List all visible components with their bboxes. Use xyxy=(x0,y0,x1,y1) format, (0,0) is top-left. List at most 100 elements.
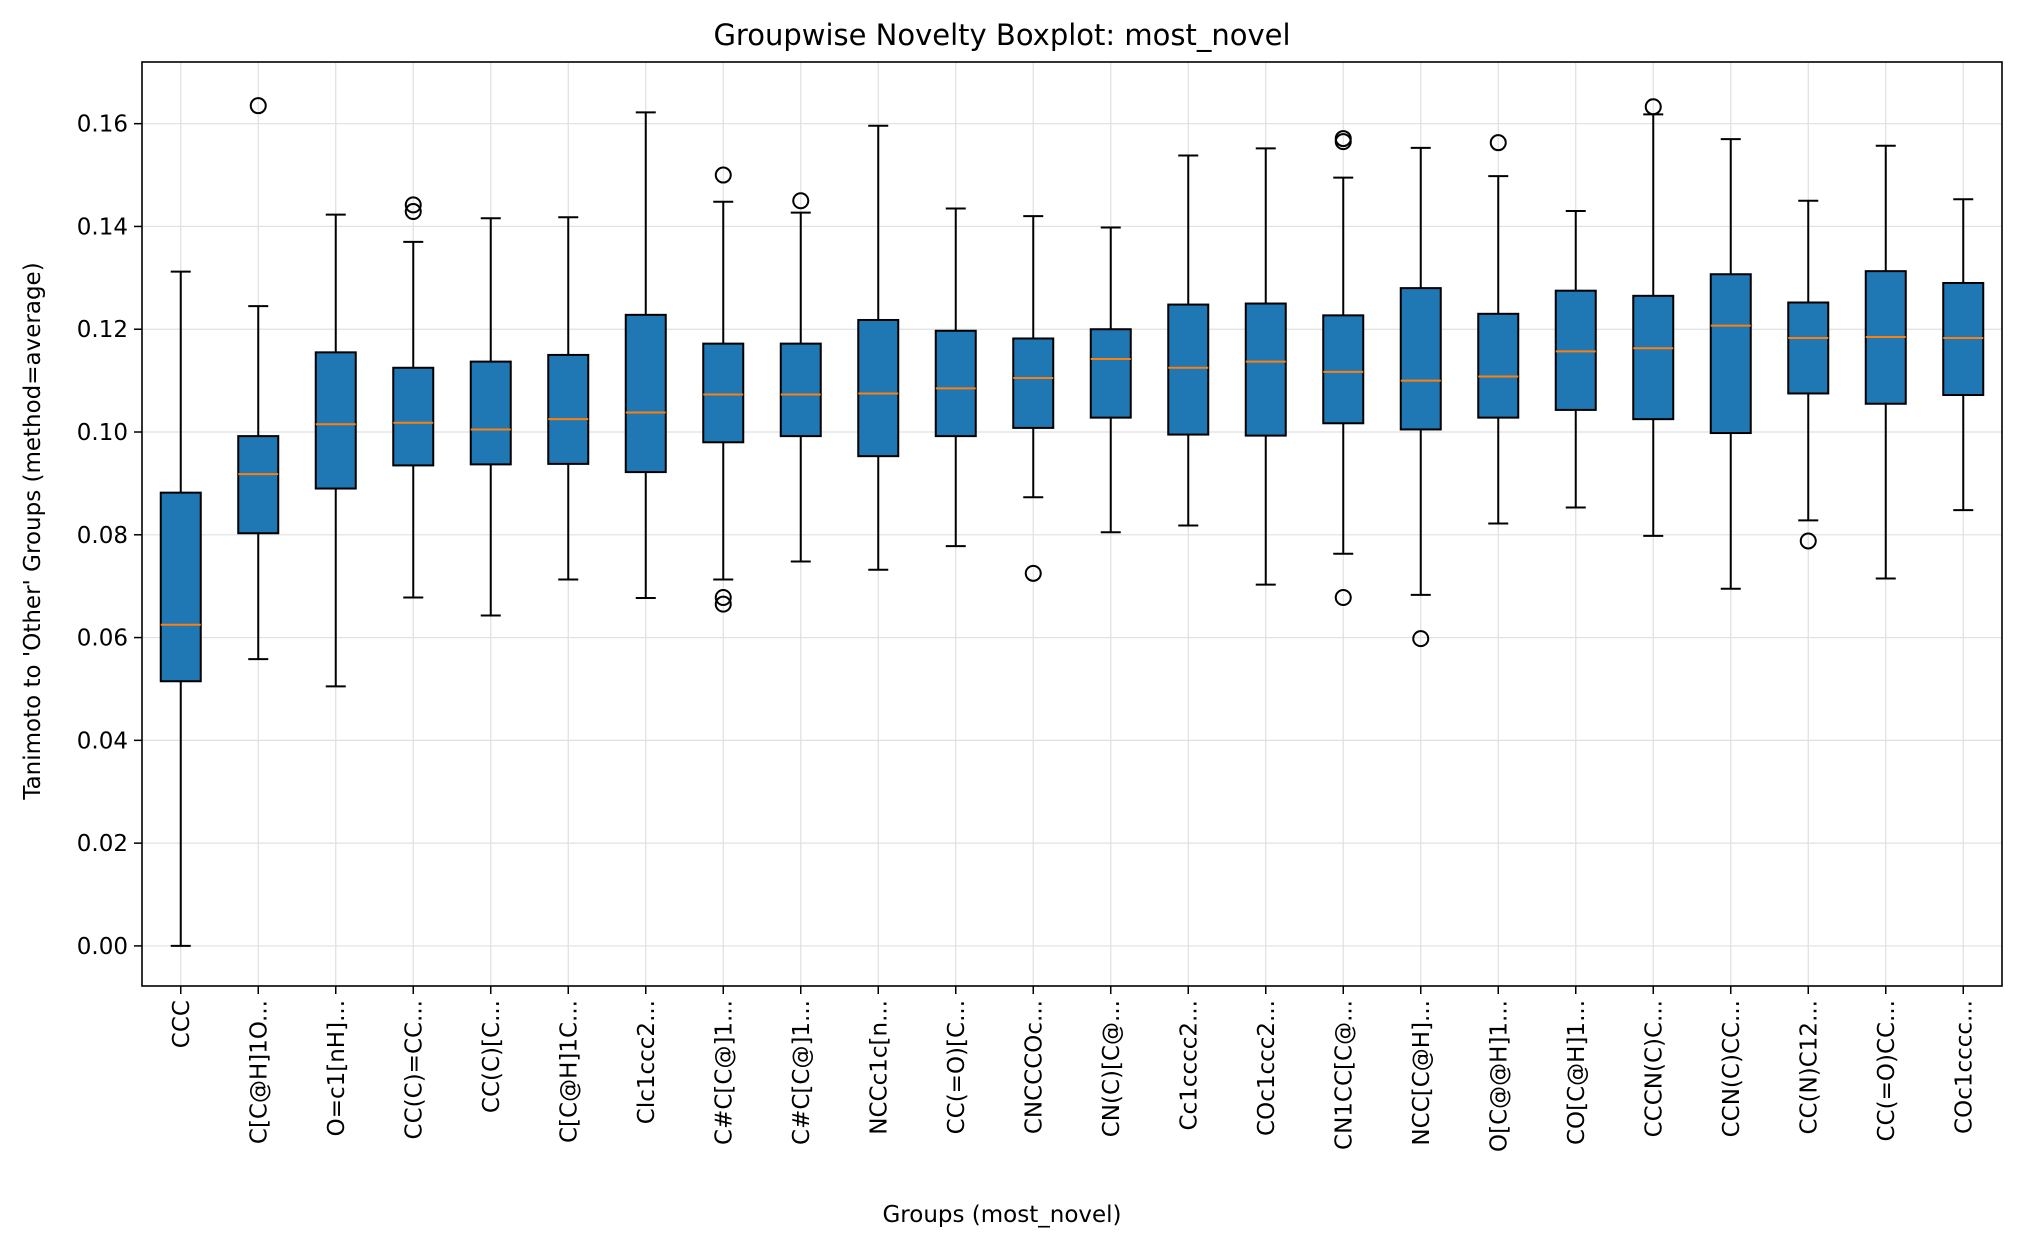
x-tick-label: CC(C)[C... xyxy=(479,1000,505,1113)
box xyxy=(392,366,435,467)
y-tick-label: 0.10 xyxy=(77,420,128,446)
box-group xyxy=(547,216,590,581)
x-axis-label: Groups (most_novel) xyxy=(882,1202,1121,1228)
outlier-point xyxy=(1412,630,1430,648)
x-tick-label: COc1cccc... xyxy=(1951,1000,1977,1134)
box xyxy=(1477,312,1520,419)
boxes xyxy=(159,97,1985,947)
outlier-point xyxy=(1334,588,1352,606)
box-group xyxy=(1167,154,1210,527)
x-tick-label: C[C@H]1O... xyxy=(246,1000,272,1144)
box xyxy=(547,353,590,465)
x-tick-label: Cc1cccc2... xyxy=(1176,1000,1202,1131)
y-tick-label: 0.02 xyxy=(77,831,128,857)
box xyxy=(1399,287,1442,431)
x-tick-label: CCN(C)CC... xyxy=(1719,1000,1745,1137)
box-group xyxy=(1089,226,1132,534)
outlier-point xyxy=(714,166,732,184)
x-tick-label: CNCCCOc... xyxy=(1021,1000,1047,1134)
outlier-point xyxy=(792,192,810,210)
x-tick-label: CC(=O)CC... xyxy=(1874,1000,1900,1142)
box-group xyxy=(1399,146,1442,648)
x-tick-label: CCC xyxy=(169,1000,195,1048)
box xyxy=(1554,289,1597,411)
box xyxy=(314,351,357,490)
outlier-point xyxy=(714,588,732,606)
x-tick-label: CC(C)=CC... xyxy=(401,1000,427,1139)
box-group xyxy=(1554,210,1597,509)
x-tick-label: NCC[C@H]... xyxy=(1409,1000,1435,1146)
box-group xyxy=(779,192,822,563)
box-group xyxy=(392,196,435,599)
x-tick-label: CO[C@H]1... xyxy=(1564,1000,1590,1145)
box xyxy=(237,435,280,535)
x-tick-label: CC(=O)[C... xyxy=(944,1000,970,1134)
box xyxy=(1787,301,1830,395)
box xyxy=(1942,281,1985,397)
box-group xyxy=(159,270,202,947)
box-group xyxy=(1244,147,1287,586)
y-tick-label: 0.06 xyxy=(77,626,128,652)
plot-frame xyxy=(141,61,2003,987)
y-axis-ticks: 0.00 0.02 0.04 0.06 0.08 0.10 0.12 0.14 0.16 xyxy=(77,112,142,960)
box-group xyxy=(1709,138,1752,590)
box xyxy=(779,342,822,438)
x-tick-label: C#C[C@]1... xyxy=(711,1000,737,1145)
box xyxy=(1167,303,1210,436)
x-tick-label: Clc1ccc2... xyxy=(634,1000,660,1124)
box xyxy=(857,318,900,458)
box-group xyxy=(469,217,512,617)
outlier-point xyxy=(714,595,732,613)
box-group xyxy=(1942,198,1985,512)
x-tick-label: C#C[C@]1... xyxy=(789,1000,815,1145)
x-tick-label: NCCc1c[n... xyxy=(866,1000,892,1135)
box-group xyxy=(1012,215,1055,582)
outlier-point xyxy=(1334,133,1352,151)
box xyxy=(624,313,667,474)
outlier-point xyxy=(1024,564,1042,582)
x-tick-label: CN1CC[C@... xyxy=(1331,1000,1357,1150)
box xyxy=(1709,273,1752,435)
outlier-point xyxy=(404,203,422,221)
outlier-point xyxy=(1644,98,1662,116)
box-group xyxy=(1787,199,1830,550)
y-tick-label: 0.00 xyxy=(77,934,128,960)
y-tick-label: 0.04 xyxy=(77,728,128,754)
box-group xyxy=(314,213,357,688)
box xyxy=(934,329,977,438)
y-tick-label: 0.08 xyxy=(77,523,128,549)
box-group xyxy=(934,207,977,548)
outlier-point xyxy=(404,196,422,214)
chart-title: Groupwise Novelty Boxplot: most_novel xyxy=(713,18,1290,52)
box-group xyxy=(624,111,667,600)
x-tick-label: O[C@@H]1... xyxy=(1486,1000,1512,1152)
x-tick-label: CN(C)[C@... xyxy=(1099,1000,1125,1137)
y-tick-label: 0.16 xyxy=(77,112,128,138)
box-group xyxy=(857,124,900,571)
box-group xyxy=(1477,134,1520,525)
x-tick-label: COc1ccc2... xyxy=(1254,1000,1280,1136)
outlier-point xyxy=(1489,134,1507,152)
x-tick-label: CC(N)C12... xyxy=(1796,1000,1822,1135)
box xyxy=(159,491,202,683)
box xyxy=(1012,337,1055,429)
box-group xyxy=(1632,98,1675,537)
outlier-point xyxy=(1799,532,1817,550)
box xyxy=(1244,302,1287,437)
box xyxy=(469,360,512,466)
x-tick-label: O=c1[nH]... xyxy=(324,1000,350,1136)
box-group xyxy=(1864,144,1907,580)
x-axis-ticks: CCC C[C@H]1O... O=c1[nH]... CC(C)=CC... CC(C… xyxy=(169,986,1977,1152)
y-axis-label: Tanimoto to 'Other' Groups (method=avera… xyxy=(20,262,46,800)
x-tick-label: CCCN(C)C... xyxy=(1641,1000,1667,1137)
y-tick-label: 0.12 xyxy=(77,317,128,343)
x-tick-label: C[C@H]1C... xyxy=(556,1000,582,1143)
box xyxy=(1632,294,1675,421)
box-group xyxy=(1322,130,1365,606)
box-group xyxy=(237,97,280,661)
box xyxy=(702,342,745,444)
outlier-point xyxy=(249,97,267,115)
box xyxy=(1089,328,1132,419)
